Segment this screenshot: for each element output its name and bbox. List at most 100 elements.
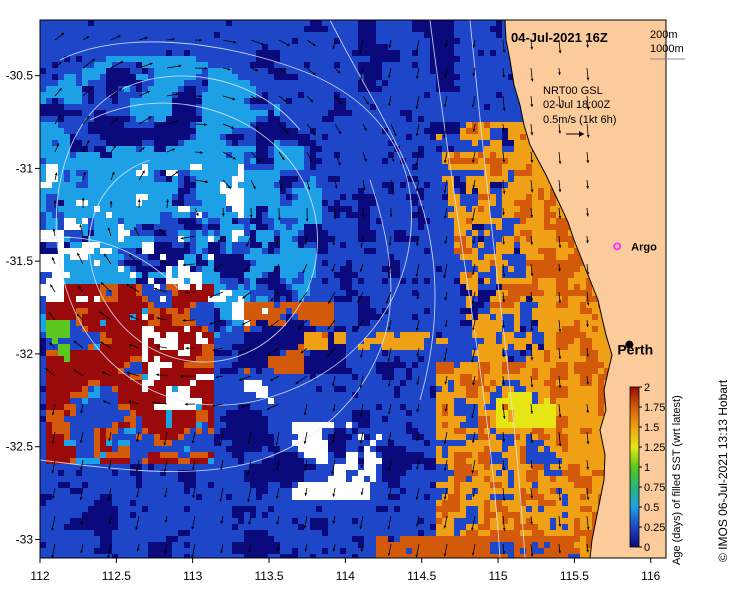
current-vector-head (191, 440, 195, 444)
current-vector-head (416, 242, 419, 246)
current-vector-head (86, 36, 89, 39)
current-vector-head (191, 555, 195, 558)
current-vector-head (58, 61, 62, 65)
x-tick-label: 112 (30, 569, 49, 583)
current-vector-head (284, 99, 288, 103)
plot-frame (39, 19, 667, 559)
current-vector-head (472, 494, 476, 498)
sst-age-cells (46, 320, 70, 362)
current-vector-head (443, 553, 447, 557)
current-vector-head (586, 549, 589, 553)
current-vector-head (270, 298, 274, 302)
current-vector-head (255, 126, 259, 130)
current-vector-head (282, 69, 286, 73)
current-vector-head (360, 245, 363, 248)
current-vector-head (119, 88, 123, 91)
current-vector-head (233, 40, 237, 44)
current-vector-head (586, 77, 590, 81)
current-vector-head (502, 128, 505, 132)
coastline (504, 20, 613, 558)
current-vector-head (443, 525, 447, 529)
current-vector-head (338, 162, 341, 166)
current-vector-head (163, 442, 167, 446)
current-vector-head (472, 327, 475, 331)
colorbar-tick-label: 1.75 (644, 402, 665, 414)
current-vector-head (100, 282, 104, 286)
current-vector-head (359, 78, 363, 82)
current-vector-head (81, 197, 85, 201)
current-vector-head (108, 521, 112, 525)
current-vector-head (164, 520, 168, 523)
current-vector-head (444, 75, 447, 78)
current-vector-head (415, 554, 419, 558)
current-vector-head (558, 300, 562, 304)
current-vector-head (332, 520, 336, 524)
current-vector-head (241, 404, 245, 408)
current-vector-head (166, 199, 169, 203)
current-vector-head (148, 116, 152, 120)
current-vector-head (78, 285, 81, 289)
current-vector-head (586, 44, 589, 48)
current-vector-head (471, 552, 475, 556)
current-vector-head (312, 132, 316, 136)
current-vector-head (276, 467, 279, 471)
current-vector-head (359, 414, 363, 417)
current-vector-head (558, 550, 562, 554)
current-vector-head (48, 312, 52, 316)
current-vector-head (241, 322, 245, 326)
current-vector-head (220, 550, 224, 554)
current-vector-head (86, 115, 90, 119)
current-vector-head (200, 151, 203, 154)
current-vector-head (530, 328, 534, 332)
colorbar-scale (629, 386, 640, 548)
current-vector-head (502, 74, 506, 78)
current-vector-head (108, 438, 112, 442)
current-vector-head (443, 358, 447, 362)
current-vector-head (86, 140, 90, 144)
current-vector-head (80, 550, 84, 553)
current-vector-head (334, 185, 338, 189)
current-vector-head (530, 189, 534, 193)
current-vector-head (204, 66, 208, 70)
current-vector-head (558, 385, 562, 389)
y-tick-label: -30.5 (6, 69, 34, 83)
current-vector-head (247, 441, 251, 444)
current-vector-head (172, 37, 175, 41)
current-vector-head (389, 214, 393, 217)
current-source-label: NRT00 GSL (543, 85, 603, 97)
current-vector-head (51, 555, 55, 558)
current-vector-head (388, 242, 392, 246)
current-vector-head (416, 296, 420, 300)
current-vector-head (312, 43, 316, 46)
current-vector-head (502, 241, 505, 245)
x-tick-label: 115.5 (560, 569, 589, 583)
current-vector-head (126, 284, 130, 287)
current-vector-head (51, 470, 55, 474)
perth-label: Perth (617, 342, 653, 358)
current-vector-head (175, 171, 179, 174)
current-vector-head (149, 62, 153, 66)
current-vector-head (238, 351, 242, 354)
current-vector-head (471, 159, 475, 163)
bathymetry-contour (40, 237, 181, 291)
current-vector-head (104, 253, 107, 257)
current-vector-head (415, 51, 419, 55)
current-vector-head (175, 120, 179, 124)
current-vector-head (270, 378, 274, 381)
current-vector-head (471, 272, 475, 275)
current-vector-head (137, 199, 141, 202)
current-vector-head (327, 326, 331, 330)
current-vector-head (415, 523, 419, 527)
current-vector-head (502, 107, 506, 111)
current-vector-head (502, 191, 506, 195)
current-vector-head (444, 241, 448, 244)
current-vector-head (359, 51, 362, 55)
colorbar-tick-label: 0.5 (644, 502, 659, 514)
current-vector-head (502, 551, 506, 555)
current-vector-head (100, 341, 104, 345)
current-vector-head (199, 94, 202, 98)
current-vector-head (472, 44, 476, 48)
y-tick-label: -31.5 (6, 254, 34, 268)
current-vector-head (415, 162, 419, 166)
current-vector-head (277, 217, 281, 221)
